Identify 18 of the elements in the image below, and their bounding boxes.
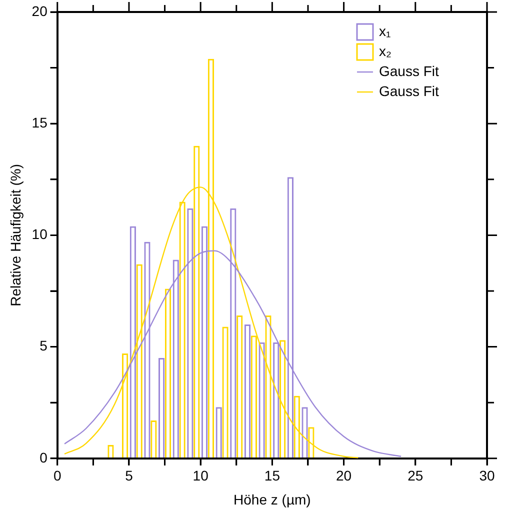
legend-label: x₁ xyxy=(379,22,391,39)
legend-label: Gauss Fit xyxy=(379,82,440,99)
x-tick-label: 5 xyxy=(125,468,134,484)
x-tick-label: 15 xyxy=(264,468,280,484)
y-tick-label: 20 xyxy=(32,2,48,19)
x-tick-label: 25 xyxy=(408,468,424,484)
y-tick-label: 0 xyxy=(40,449,48,466)
x-axis-title: Höhe z (µm) xyxy=(234,491,311,508)
y-tick-label: 15 xyxy=(32,114,48,130)
y-tick-label: 5 xyxy=(40,338,48,354)
x-tick-label: 20 xyxy=(336,468,352,484)
legend-label: Gauss Fit xyxy=(379,62,440,79)
x-tick-label: 0 xyxy=(53,468,62,484)
x-tick-label: 30 xyxy=(479,468,495,484)
y-tick-label: 10 xyxy=(32,226,48,242)
legend-label: x₂ xyxy=(379,42,392,59)
x-tick-label: 10 xyxy=(192,468,209,484)
y-axis-title: Relative Häufigkeit (%) xyxy=(7,164,24,306)
